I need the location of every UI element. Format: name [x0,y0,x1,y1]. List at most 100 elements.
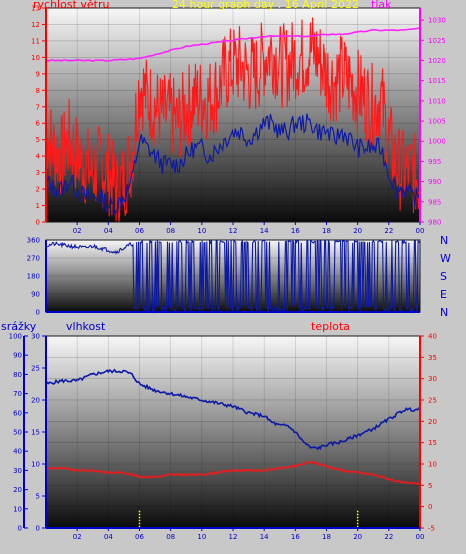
rain-tick-label: 50 [13,429,22,437]
wind-tick-label: 11 [31,37,40,45]
rain-tick-label: 0 [18,525,22,533]
hour-tick-label: 02 [73,227,82,235]
pressure-tick-label: 1030 [428,17,446,25]
direction-tick-label: 180 [27,273,40,281]
hour-tick-label: 18 [322,533,331,541]
wind-tick-label: 3 [36,169,40,177]
temperature-tick-label: 25 [428,397,437,405]
pressure-tick-label: 990 [428,178,441,186]
compass-label: N [440,306,448,319]
temperature-label: teplota [311,320,350,333]
wind-tick-label: 10 [31,54,40,62]
temperature-tick-label: 30 [428,375,437,383]
direction-tick-label: 0 [36,309,40,317]
hour-tick-label: 20 [353,533,362,541]
hour-tick-label: 14 [260,533,269,541]
hour-tick-label: 08 [166,533,175,541]
pressure-tick-label: 1025 [428,37,446,45]
wind-tick-label: 8 [36,87,40,95]
temperature-tick-label: 10 [428,461,437,469]
pressure-line [45,26,421,62]
temperature-tick-label: 0 [428,503,432,511]
wind-tick-label: 4 [36,153,41,161]
humidity-tick-label: 5 [36,493,40,501]
hour-tick-label: 10 [197,533,206,541]
hour-tick-label: 08 [166,227,175,235]
wind-tick-label: 6 [36,120,41,128]
hour-tick-label: 22 [384,227,393,235]
temperature-tick-label: 5 [428,482,432,490]
hour-tick-label: 18 [322,227,331,235]
rain-tick-label: 100 [9,333,22,341]
wind-tick-label: 0 [36,219,40,227]
wind-tick-label: 5 [36,136,40,144]
temperature-line [45,460,421,485]
hour-tick-label: 14 [260,227,269,235]
chart-title: 24 hour graph day : 16 April 2022 [172,0,359,11]
wind-tick-label: 9 [36,70,40,78]
wind-average-line [45,113,420,216]
humidity-line [45,368,421,451]
humidity-tick-label: 20 [31,397,40,405]
rain-tick-label: 90 [13,352,22,360]
hour-tick-label: 04 [104,227,113,235]
wind-tick-label: 12 [31,21,40,29]
wind-speed-label: rychlost větru [33,0,110,11]
hour-tick-label: 10 [197,227,206,235]
hour-tick-label: 22 [384,533,393,541]
pressure-label: tlak [371,0,392,11]
humidity-tick-label: 15 [31,429,40,437]
pressure-tick-label: 1005 [428,118,446,126]
rain-tick-label: 10 [13,505,22,513]
panel-background [45,335,421,529]
pressure-tick-label: 995 [428,158,441,166]
humidity-tick-label: 10 [31,461,40,469]
compass-label: E [440,288,447,301]
rain-tick-label: 30 [13,467,22,475]
temperature-tick-label: 20 [428,418,437,426]
humidity-tick-label: 0 [36,525,40,533]
compass-label: N [440,234,448,247]
hour-tick-label: 16 [291,533,300,541]
rain-tick-label: 80 [13,371,22,379]
pressure-tick-label: 985 [428,198,441,206]
temperature-tick-label: 40 [428,333,437,341]
hour-tick-label: 06 [135,533,144,541]
hour-tick-label: 16 [291,227,300,235]
pressure-tick-label: 1010 [428,97,446,105]
humidity-label: vlhkost [66,320,106,333]
pressure-tick-label: 1000 [428,138,446,146]
wind-tick-label: 2 [36,186,40,194]
wind-tick-label: 7 [36,103,40,111]
rain-tick-label: 60 [13,409,22,417]
rain-label: srážky [1,320,37,333]
compass-label: S [440,270,447,283]
hour-tick-label: 00 [416,227,425,235]
wind-tick-label: 1 [36,202,40,210]
hour-tick-label: 20 [353,227,362,235]
rain-tick-label: 20 [13,486,22,494]
direction-tick-label: 360 [27,237,40,245]
temperature-tick-label: 15 [428,439,437,447]
pressure-tick-label: 1020 [428,57,446,65]
hour-tick-label: 12 [229,227,238,235]
hour-tick-label: 12 [229,533,238,541]
direction-tick-label: 90 [31,291,40,299]
hour-tick-label: 04 [104,533,113,541]
hour-tick-label: 02 [73,533,82,541]
humidity-tick-label: 25 [31,365,40,373]
pressure-tick-label: 1015 [428,77,446,85]
temperature-tick-label: -5 [428,525,435,533]
wind-tick-label: 13 [31,5,40,13]
humidity-tick-label: 30 [31,333,40,341]
pressure-tick-label: 980 [428,219,441,227]
hour-tick-label: 06 [135,227,144,235]
temperature-tick-label: 35 [428,354,437,362]
direction-tick-label: 270 [27,255,40,263]
rain-tick-label: 70 [13,390,22,398]
rain-tick-label: 40 [13,448,22,456]
compass-label: W [440,252,451,265]
hour-tick-label: 00 [416,533,425,541]
